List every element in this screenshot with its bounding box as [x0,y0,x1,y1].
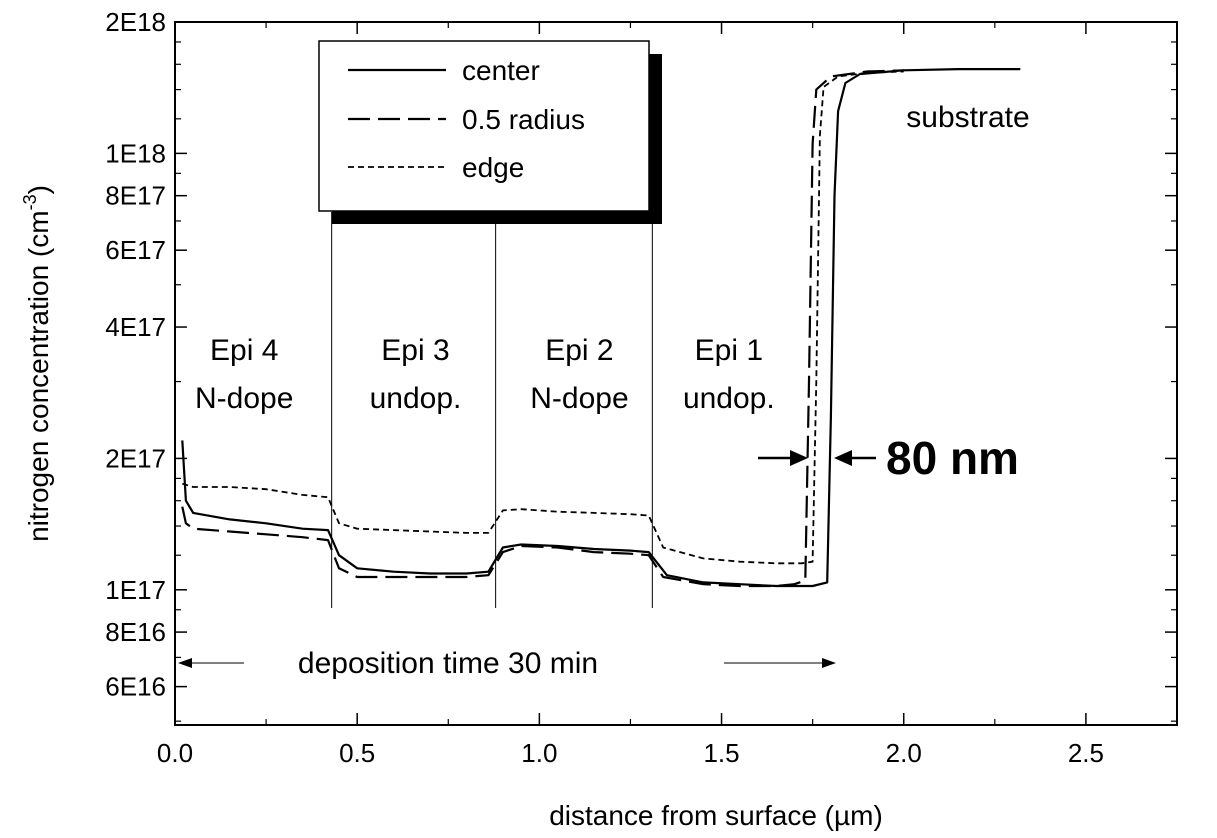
width-label: 80 nm [886,432,1019,484]
y-tick-label: 8E16 [105,617,166,647]
y-tick-label: 4E17 [105,312,166,342]
series-line-0-5-radius [181,69,904,588]
legend-label: edge [462,152,524,183]
y-tick-label: 6E16 [105,672,166,702]
plot-frame [174,21,1178,726]
y-tick-label: 2E17 [105,443,166,473]
y-axis-title-close: ) [23,185,54,194]
substrate-label: substrate [906,101,1029,134]
legend-label: 0.5 radius [462,104,585,135]
region-label-name: Epi 4 [210,334,278,367]
legend-label: center [462,55,540,86]
width-arrow-left-head [790,450,808,466]
y-tick-label: 6E17 [105,235,166,265]
y-tick-label: 2E18 [105,7,166,37]
x-tick-label: 2.0 [886,738,922,768]
x-tick-label: 2.5 [1068,738,1104,768]
x-tick-label: 0.0 [157,738,193,768]
deposition-arrow-left-head [178,658,192,668]
deposition-arrow-right-head [822,658,836,668]
y-axis-title: nitrogen concentration (cm-3) [20,185,54,542]
y-axis-title-main: nitrogen concentration (cm [23,210,54,542]
region-label-name: Epi 3 [381,334,449,367]
region-label-name: Epi 2 [545,334,613,367]
region-label-type: N-dope [195,382,293,415]
x-tick-label: 1.5 [703,738,739,768]
y-axis-title-superscript: -3 [20,194,40,210]
y-tick-label: 8E17 [105,181,166,211]
region-label-type: undop. [683,382,775,415]
width-arrow-right-head [834,450,852,466]
region-label-type: undop. [370,382,462,415]
x-axis-title: distance from surface (µm) [549,800,883,831]
x-tick-label: 1.0 [521,738,557,768]
region-label-name: Epi 1 [695,334,763,367]
y-tick-label: 1E17 [105,575,166,605]
series-line-center [181,68,1021,588]
x-tick-label: 0.5 [339,738,375,768]
y-tick-label: 1E18 [105,138,166,168]
deposition-label: deposition time 30 min [298,647,598,680]
series-line-edge [182,70,904,565]
region-label-type: N-dope [530,382,628,415]
